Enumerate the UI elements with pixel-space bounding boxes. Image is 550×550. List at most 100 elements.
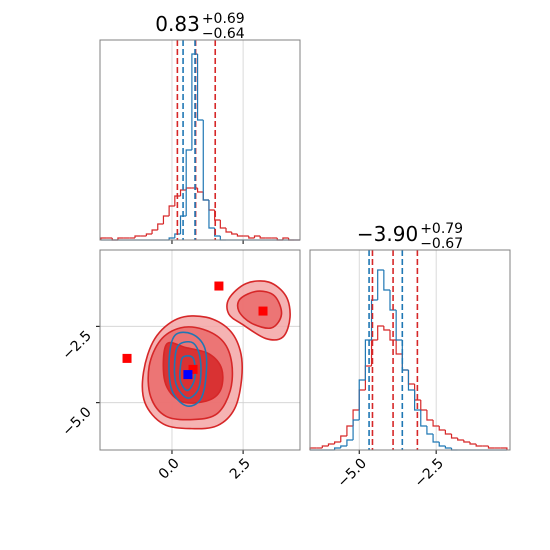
contour bbox=[168, 331, 208, 407]
hist-step bbox=[168, 237, 175, 240]
panel: 0.83 +0.69−0.64 bbox=[99, 11, 301, 244]
hist-step bbox=[500, 447, 508, 450]
axes-frame bbox=[99, 39, 301, 241]
panel: −5.0 −2.5 −3.90 +0.79−0.67 bbox=[309, 221, 511, 491]
hist-step bbox=[389, 330, 397, 341]
hist-step bbox=[426, 426, 434, 435]
hist-step bbox=[340, 435, 347, 442]
hist-step bbox=[340, 445, 347, 448]
hist-step bbox=[248, 236, 255, 239]
y-tick-label: −5.0 bbox=[59, 404, 94, 439]
hist-step bbox=[259, 236, 266, 239]
point bbox=[258, 306, 268, 316]
hist-step bbox=[174, 195, 181, 206]
x-tick-label: −5.0 bbox=[335, 456, 370, 491]
hist-step bbox=[157, 223, 164, 230]
hist-step bbox=[208, 200, 215, 229]
hist-step bbox=[174, 233, 181, 238]
hist-step bbox=[438, 442, 446, 447]
hist-step bbox=[219, 236, 227, 241]
title: −3.90 bbox=[357, 222, 418, 246]
hist-step bbox=[407, 370, 415, 385]
hist-step bbox=[100, 237, 107, 240]
x-tick-label: 0.0 bbox=[156, 456, 183, 483]
hist-step bbox=[334, 441, 341, 444]
hist-step bbox=[438, 426, 446, 431]
hist-step bbox=[185, 149, 192, 216]
contour bbox=[179, 355, 197, 392]
hist-step bbox=[487, 446, 495, 449]
point bbox=[122, 353, 132, 363]
hist-step bbox=[151, 229, 158, 234]
hist-step bbox=[162, 215, 170, 224]
hist-step bbox=[450, 434, 458, 439]
hist-step bbox=[407, 370, 415, 391]
hist-step bbox=[420, 400, 427, 411]
hist-step bbox=[475, 444, 483, 447]
hist-step bbox=[370, 299, 378, 340]
hist-step bbox=[358, 379, 366, 420]
hist-step bbox=[352, 419, 360, 440]
hist-step bbox=[432, 420, 440, 427]
hist-step bbox=[196, 188, 204, 193]
hist-step bbox=[282, 237, 289, 240]
hist-step bbox=[253, 235, 261, 238]
hist-step bbox=[334, 447, 341, 450]
hist-step bbox=[420, 410, 427, 427]
hist-step bbox=[327, 443, 335, 446]
hist-step bbox=[202, 192, 209, 201]
point bbox=[214, 281, 224, 291]
hist-step bbox=[231, 232, 238, 235]
hist-step bbox=[179, 189, 187, 196]
hist-step bbox=[469, 442, 477, 445]
hist-step bbox=[236, 234, 244, 237]
hist-step bbox=[346, 439, 354, 446]
hist-step bbox=[145, 233, 153, 236]
hist-step bbox=[401, 340, 409, 371]
hist-step bbox=[208, 200, 215, 211]
hist-step bbox=[377, 325, 384, 340]
hist-step bbox=[134, 235, 141, 238]
hist-step bbox=[219, 220, 227, 229]
point bbox=[188, 364, 198, 374]
hist-step bbox=[179, 215, 187, 234]
hist-step bbox=[168, 205, 175, 216]
title-minus: −0.67 bbox=[420, 236, 463, 252]
title-plus: +0.79 bbox=[420, 221, 463, 237]
title: 0.83 bbox=[155, 12, 200, 36]
hist-step bbox=[401, 354, 409, 371]
hist-step bbox=[463, 440, 470, 443]
hist-step bbox=[395, 310, 403, 341]
axes-frame bbox=[99, 249, 301, 451]
hist-step bbox=[457, 438, 464, 441]
hist-step bbox=[352, 409, 360, 426]
hist-step bbox=[346, 425, 354, 436]
hist-step bbox=[395, 340, 403, 355]
hist-step bbox=[444, 446, 452, 449]
title-plus: +0.69 bbox=[202, 11, 245, 27]
hist-step bbox=[432, 434, 440, 443]
hist-step bbox=[426, 410, 434, 421]
hist-step bbox=[358, 389, 366, 410]
hist-step bbox=[383, 270, 390, 291]
panel: 0.0 2.5 −2.5 −5.0 bbox=[59, 249, 301, 483]
hist-step bbox=[414, 390, 421, 411]
hist-step bbox=[321, 445, 329, 448]
x-tick-label: −2.5 bbox=[412, 456, 447, 491]
hist-step bbox=[444, 430, 452, 435]
hist-step bbox=[389, 290, 397, 311]
y-tick-label: −2.5 bbox=[59, 328, 94, 363]
hist-step bbox=[196, 54, 204, 121]
hist-step bbox=[185, 187, 192, 190]
x-tick-label: 2.5 bbox=[227, 456, 254, 483]
point bbox=[183, 370, 193, 380]
hist-step bbox=[225, 228, 232, 233]
hist-step bbox=[202, 120, 209, 201]
axes-frame bbox=[309, 249, 511, 451]
hist-step bbox=[377, 269, 384, 300]
hist-step bbox=[117, 237, 124, 240]
contour bbox=[173, 340, 202, 399]
hist-step bbox=[383, 326, 390, 331]
title-minus: −0.64 bbox=[202, 26, 245, 42]
